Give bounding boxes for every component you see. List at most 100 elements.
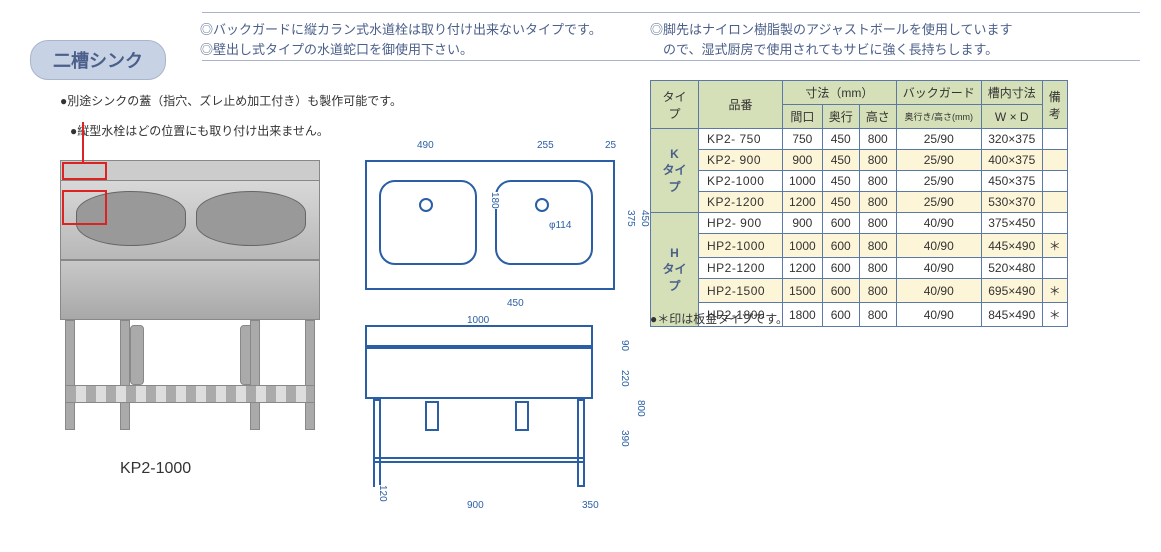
front-leg: [373, 399, 381, 487]
cell-w: 1000: [783, 171, 823, 192]
rule-line: [650, 12, 1140, 13]
plan-bowl: [495, 180, 593, 265]
group-cell: K タイプ: [651, 129, 699, 213]
product-photo: [40, 140, 340, 450]
cell-h: 800: [859, 150, 896, 171]
table-row: KP2-1000100045080025/90450×375: [651, 171, 1068, 192]
col-inner: 槽内寸法: [981, 81, 1042, 105]
col-pn: 品番: [699, 81, 783, 129]
col-w: 間口: [783, 105, 823, 129]
dim-label: 90: [617, 340, 632, 351]
cell-bg: 40/90: [896, 234, 981, 258]
rule-line: [650, 60, 1140, 61]
note-line: ◎バックガードに縦カラン式水道栓は取り付け出来ないタイプです。: [200, 20, 602, 40]
front-view: [365, 325, 615, 490]
table-header: タイプ 品番 寸法（mm） バックガード 槽内寸法 備考 間口 奥行 高さ 奥行…: [651, 81, 1068, 129]
cell-d: 450: [822, 129, 859, 150]
sink-leg: [305, 320, 315, 430]
cell-bg: 25/90: [896, 150, 981, 171]
plan-bowl: [379, 180, 477, 265]
dim-label: 25: [603, 140, 618, 151]
cell-h: 800: [859, 171, 896, 192]
subnote: ●別途シンクの蓋（指穴、ズレ止め加工付き）も製作可能です。: [60, 92, 402, 109]
cell-pn: HP2- 900: [699, 213, 783, 234]
cell-bg: 25/90: [896, 171, 981, 192]
table-footnote: ●＊印は板金タイプです。: [650, 310, 788, 327]
cell-bg: 40/90: [896, 258, 981, 279]
dim-label: 375: [623, 210, 638, 227]
cell-note: ＊: [1042, 279, 1067, 303]
section-title: 二槽シンク: [30, 40, 166, 80]
front-drain: [515, 401, 529, 431]
sink-leg: [250, 320, 260, 430]
sink-bowl: [196, 191, 306, 246]
table-row: HP2-1500150060080040/90695×490＊: [651, 279, 1068, 303]
cell-pn: KP2- 900: [699, 150, 783, 171]
note-line: ◎壁出し式タイプの水道蛇口を御使用下さい。: [200, 40, 602, 60]
photo-caption: KP2-1000: [120, 460, 191, 478]
cell-h: 800: [859, 129, 896, 150]
cell-inner: 450×375: [981, 171, 1042, 192]
table-row: HP2-1000100060080040/90445×490＊: [651, 234, 1068, 258]
table-row: H タイプHP2- 90090060080040/90375×450: [651, 213, 1068, 234]
cell-d: 600: [822, 279, 859, 303]
callout-box: [62, 162, 107, 180]
cell-inner: 320×375: [981, 129, 1042, 150]
col-inner-sub: W × D: [981, 105, 1042, 129]
cell-pn: KP2-1200: [699, 192, 783, 213]
cell-pn: KP2- 750: [699, 129, 783, 150]
front-leg: [577, 399, 585, 487]
sink-leg: [65, 320, 75, 430]
cell-note: [1042, 150, 1067, 171]
cell-inner: 520×480: [981, 258, 1042, 279]
table-body: K タイプKP2- 75075045080025/90320×375KP2- 9…: [651, 129, 1068, 327]
table-row: HP2-1200120060080040/90520×480: [651, 258, 1068, 279]
table-row: KP2-1200120045080025/90530×370: [651, 192, 1068, 213]
cell-w: 900: [783, 150, 823, 171]
dim-label: φ114: [547, 220, 573, 231]
cell-inner: 445×490: [981, 234, 1042, 258]
dim-label: 180: [487, 192, 502, 209]
dim-label: 800: [633, 400, 648, 417]
cell-w: 1000: [783, 234, 823, 258]
cell-pn: HP2-1200: [699, 258, 783, 279]
cell-h: 800: [859, 258, 896, 279]
table-row: K タイプKP2- 75075045080025/90320×375: [651, 129, 1068, 150]
col-note: 備考: [1042, 81, 1067, 129]
plan-drain-hole: [419, 198, 433, 212]
cell-w: 1200: [783, 192, 823, 213]
col-bg: バックガード: [896, 81, 981, 105]
sink-drain: [130, 325, 144, 385]
cell-bg: 25/90: [896, 192, 981, 213]
cell-note: [1042, 192, 1067, 213]
table-row: KP2- 90090045080025/90400×375: [651, 150, 1068, 171]
cell-d: 450: [822, 171, 859, 192]
dim-label: 220: [617, 370, 632, 387]
cell-d: 600: [822, 258, 859, 279]
dim-label: 255: [535, 140, 556, 151]
sink-shelf: [65, 385, 315, 403]
cell-pn: HP2-1000: [699, 234, 783, 258]
dim-label: 120: [375, 485, 390, 502]
front-backguard: [365, 325, 593, 347]
cell-w: 1800: [783, 303, 823, 327]
front-drain: [425, 401, 439, 431]
cell-w: 750: [783, 129, 823, 150]
cell-d: 600: [822, 303, 859, 327]
col-bg-sub: 奥行き/高さ(mm): [896, 105, 981, 129]
cell-w: 1200: [783, 258, 823, 279]
cell-h: 800: [859, 279, 896, 303]
cell-h: 800: [859, 303, 896, 327]
dim-label: 390: [617, 430, 632, 447]
cell-note: [1042, 213, 1067, 234]
cell-pn: KP2-1000: [699, 171, 783, 192]
cell-d: 600: [822, 234, 859, 258]
cell-bg: 40/90: [896, 279, 981, 303]
dim-label: 490: [415, 140, 436, 151]
note-line: ので、湿式厨房で使用されてもサビに強く長持ちします。: [650, 40, 1140, 60]
cell-pn: HP2-1500: [699, 279, 783, 303]
top-notes-right: ◎脚先はナイロン樹脂製のアジャストボールを使用しています ので、湿式厨房で使用さ…: [650, 20, 1140, 59]
technical-diagram: 490 255 25 φ114 180 375 450 450 1000 90 …: [355, 130, 645, 500]
cell-d: 450: [822, 150, 859, 171]
sink-skirt: [60, 260, 320, 320]
